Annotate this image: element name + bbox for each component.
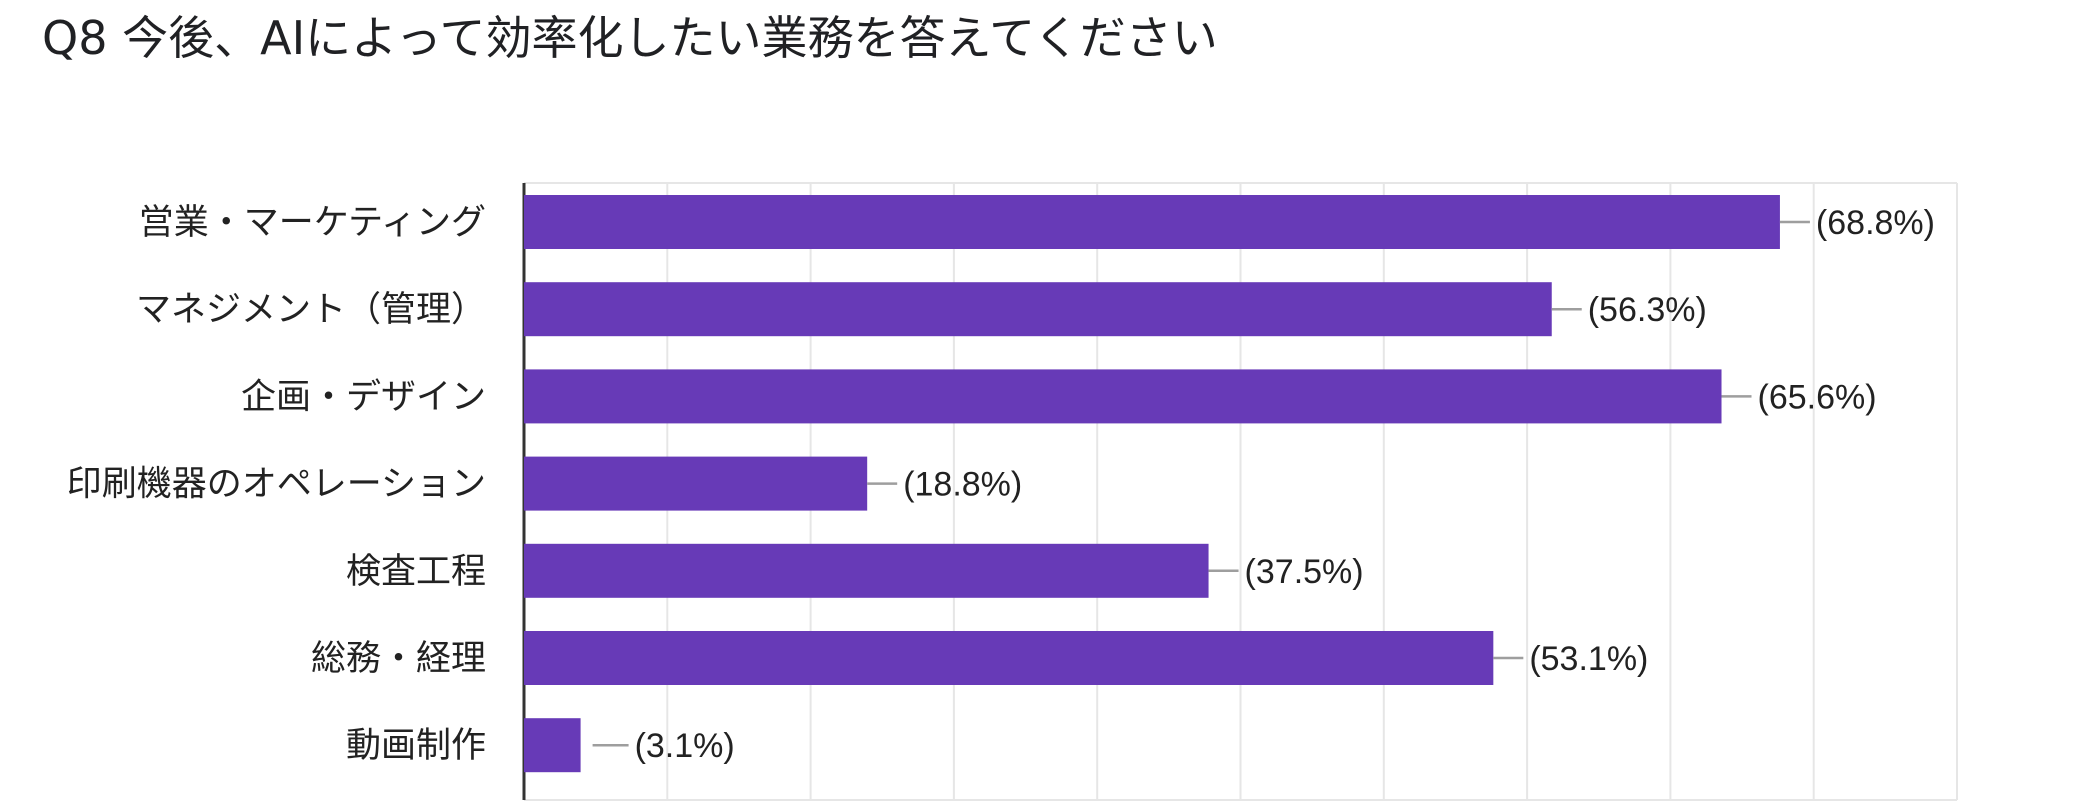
value-label: (68.8%) <box>1816 204 1935 242</box>
label-layer: 営業・マーケティング (68.8%) マネジメント（管理） (56.3%) 企画・デザイ… <box>67 203 1935 766</box>
category-label: 検査工程 <box>346 552 486 592</box>
category-label: 総務・経理 <box>311 639 486 679</box>
category-label: マネジメント（管理） <box>136 290 486 330</box>
bar <box>524 369 1722 424</box>
value-label: (3.1%) <box>635 727 735 765</box>
bar <box>524 718 581 773</box>
bar <box>524 282 1552 337</box>
category-label: 動画制作 <box>346 726 486 766</box>
value-label: (53.1%) <box>1529 640 1648 678</box>
bar <box>524 631 1494 685</box>
bar <box>524 195 1780 249</box>
category-label: 企画・デザイン <box>241 377 486 417</box>
category-label: 営業・マーケティング <box>139 203 486 243</box>
chart-title: Q8 今後、AIによって効率化したい業務を答えてください <box>42 11 1218 65</box>
value-label: (37.5%) <box>1245 553 1364 591</box>
bar <box>524 543 1209 598</box>
bar-layer <box>524 195 1780 773</box>
value-label: (65.6%) <box>1758 378 1877 416</box>
bar <box>524 456 868 511</box>
value-label: (56.3%) <box>1588 291 1707 329</box>
category-label: 印刷機器のオペレーション <box>67 465 486 505</box>
value-label: (18.8%) <box>903 466 1022 504</box>
